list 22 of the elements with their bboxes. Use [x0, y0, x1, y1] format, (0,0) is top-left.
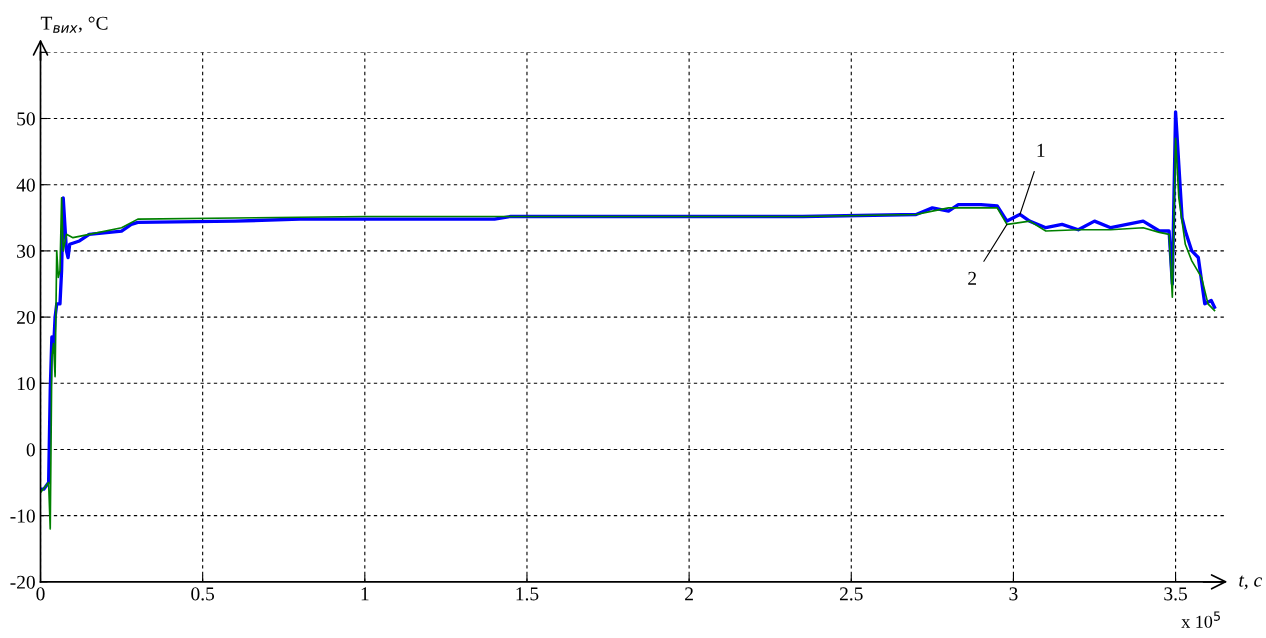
annotation: 1 — [1037, 143, 1045, 157]
y-tick-label: 50 — [17, 112, 35, 126]
y-tick-label: -10 — [10, 509, 35, 523]
x-tick-label: 0.5 — [191, 587, 215, 601]
x-tick-label: 3 — [1009, 587, 1018, 601]
x-tick-label: 2 — [685, 587, 693, 601]
y-tick-label: 40 — [16, 178, 35, 192]
y-tick-label: -20 — [10, 575, 35, 589]
x-tick-label: 1 — [361, 587, 369, 601]
x-tick-label: 1.5 — [516, 587, 539, 601]
x-axis-title: t, c — [1239, 575, 1262, 590]
x-tick-label: 2.5 — [839, 587, 863, 601]
y-tick-label: 20 — [17, 310, 35, 325]
y-tick-label: 0 — [26, 443, 35, 457]
y-axis-title: T$_{вих}$, °C — [40, 16, 108, 33]
y-tick-label: 10 — [17, 377, 35, 391]
y-tick-label: 30 — [17, 244, 35, 258]
x-tick-label: 3.5 — [1164, 587, 1187, 601]
text: x 10$^{5}$ — [1181, 611, 1220, 628]
x-tick-label: 0 — [36, 587, 45, 601]
line-series — [40, 137, 1216, 530]
annotation: 2 — [968, 271, 976, 285]
